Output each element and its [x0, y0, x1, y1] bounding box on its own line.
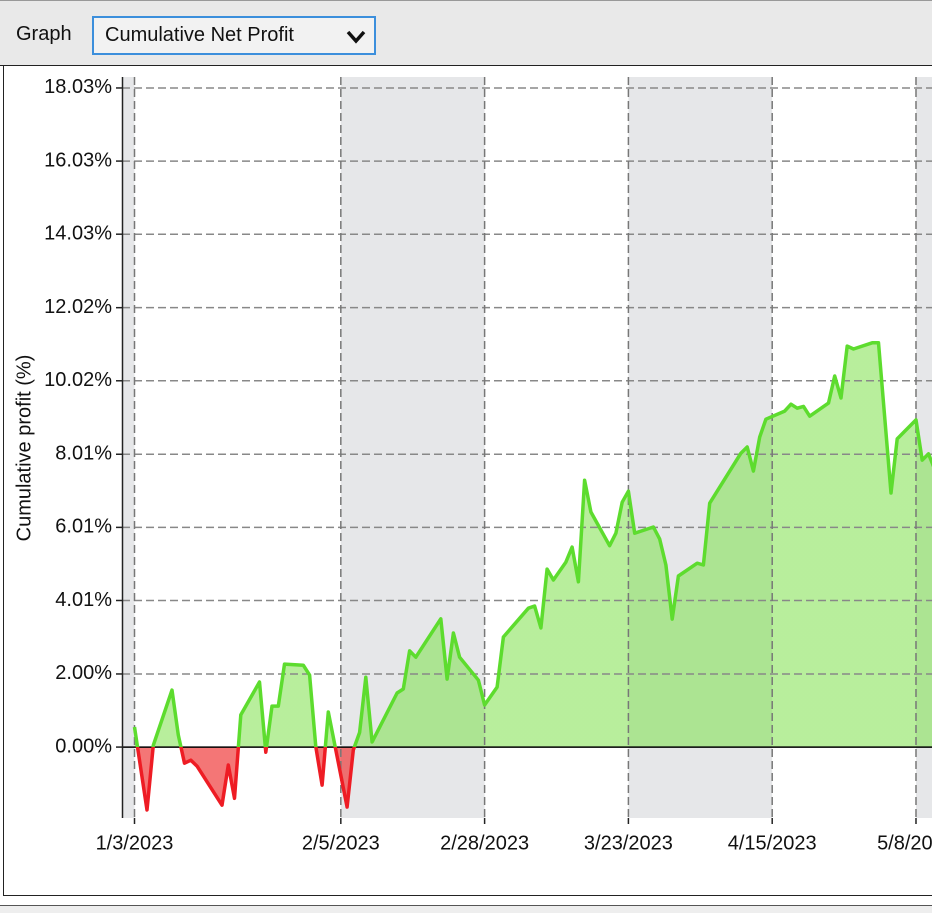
y-tick-label: 14.03%: [44, 222, 112, 244]
x-tick-label: 3/23/2023: [584, 832, 673, 854]
band: [122, 77, 135, 818]
chart: 1/3/2023 2/5/2023 2/28/2023 3/23/2023 4/15/2…: [0, 66, 932, 904]
y-axis-title: Cumulative profit (%): [13, 355, 35, 542]
toolbar: Graph Cumulative Net Profit: [0, 0, 932, 66]
x-tick-label: 5/8/2023: [877, 832, 932, 854]
y-tick-label: 12.02%: [44, 296, 112, 318]
x-tick-label: 2/28/2023: [440, 832, 529, 854]
chevron: [346, 29, 366, 45]
y-tick-label: 0.00%: [55, 735, 112, 757]
x-tick-label: 4/15/2023: [728, 832, 817, 854]
y-tick-label: 10.02%: [44, 369, 112, 391]
dropdown-text: Cumulative Net Profit: [105, 24, 294, 46]
y-tick-label: 2.00%: [55, 662, 112, 684]
y-tick-label: 4.01%: [55, 589, 112, 611]
y-tick-label: 8.01%: [55, 443, 112, 465]
x-tick-label: 1/3/2023: [96, 832, 174, 854]
y-tick-label: 6.01%: [55, 516, 112, 538]
graph-label: Graph: [16, 23, 72, 46]
graph-dropdown[interactable]: Cumulative Net Profit: [92, 16, 376, 55]
x-tick-label: 2/5/2023: [302, 832, 380, 854]
y-tick-label: 18.03%: [44, 76, 112, 98]
y-tick-label: 16.03%: [44, 149, 112, 171]
